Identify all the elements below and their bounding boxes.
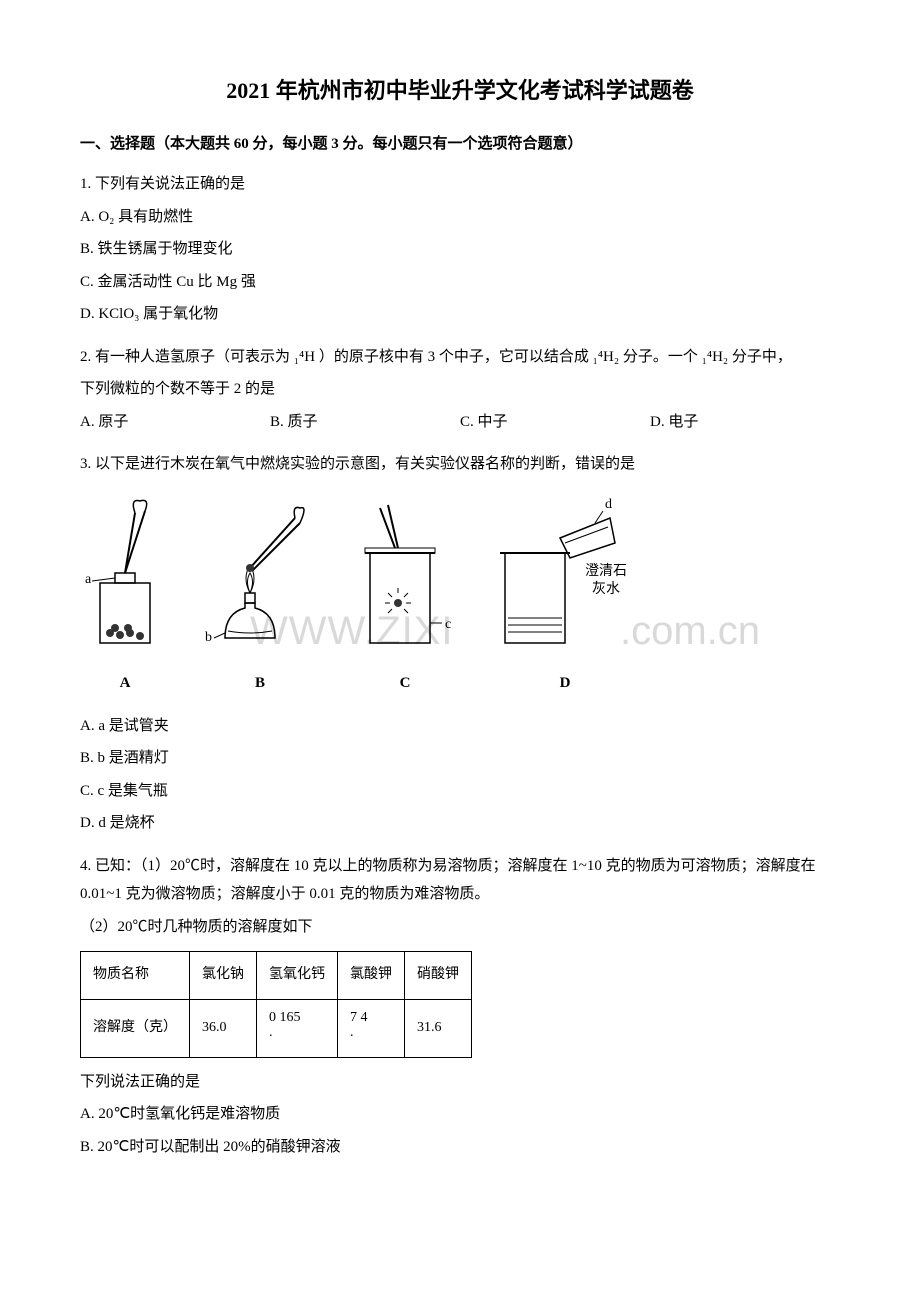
q2-option-c: C. 中子 (460, 408, 650, 437)
q2-stem: 2. 有一种人造氢原子（可表示为 ₁⁴H ）的原子核中有 3 个中子，它可以结合… (80, 343, 840, 372)
q3-figure: WWW.ZIXI .com.cn (80, 493, 840, 698)
q2-option-b: B. 质子 (270, 408, 460, 437)
q2-option-d: D. 电子 (650, 408, 840, 437)
q2-stem-p4: 分子中， (732, 349, 792, 365)
page-title: 2021 年杭州市初中毕业升学文化考试科学试题卷 (80, 70, 840, 112)
q2-options: A. 原子 B. 质子 C. 中子 D. 电子 (80, 408, 840, 437)
q2-stem-line2: 下列微粒的个数不等于 2 的是 (80, 375, 840, 404)
table-cell: 36.0 (190, 999, 257, 1057)
q3-option-b: B. b 是酒精灯 (80, 744, 840, 773)
q1-option-a: A. O₂ 具有助燃性 (80, 203, 840, 232)
q3-option-d: D. d 是烧杯 (80, 809, 840, 838)
q4-stem-p1: 4. 已知：（1）20℃时，溶解度在 10 克以上的物质称为易溶物质；溶解度在 … (80, 852, 840, 909)
q1-option-b: B. 铁生锈属于物理变化 (80, 235, 840, 264)
svg-text:a: a (85, 572, 92, 587)
figure-d-label: D (490, 669, 640, 698)
q4-option-b: B. 20℃时可以配制出 20%的硝酸钾溶液 (80, 1133, 840, 1162)
table-row: 溶解度（克） 36.0 0 165. 7 4. 31.6 (81, 999, 472, 1057)
table-cell: 物质名称 (81, 952, 190, 1000)
question-3: 3. 以下是进行木炭在氧气中燃烧实验的示意图，有关实验仪器名称的判断，错误的是 … (80, 450, 840, 838)
section-header: 一、选择题（本大题共 60 分，每小题 3 分。每小题只有一个选项符合题意） (80, 130, 840, 159)
table-cell: 氯化钠 (190, 952, 257, 1000)
table-cell: 31.6 (405, 999, 472, 1057)
q4-stem-p2: （2）20℃时几种物质的溶解度如下 (80, 913, 840, 942)
figure-a-svg: a (80, 493, 170, 653)
q2-formula-3: ₁⁴H₂ (702, 349, 729, 365)
svg-text:d: d (605, 497, 612, 512)
figure-c-label: C (350, 669, 460, 698)
figure-b-svg: b (200, 493, 320, 653)
question-1: 1. 下列有关说法正确的是 A. O₂ 具有助燃性 B. 铁生锈属于物理变化 C… (80, 170, 840, 329)
question-2: 2. 有一种人造氢原子（可表示为 ₁⁴H ）的原子核中有 3 个中子，它可以结合… (80, 343, 840, 437)
q4-table: 物质名称 氯化钠 氢氧化钙 氯酸钾 硝酸钾 溶解度（克） 36.0 0 165.… (80, 951, 472, 1058)
q3-option-a: A. a 是试管夹 (80, 712, 840, 741)
table-row: 物质名称 氯化钠 氢氧化钙 氯酸钾 硝酸钾 (81, 952, 472, 1000)
q3-option-c: C. c 是集气瓶 (80, 777, 840, 806)
q2-formula-2: ₁⁴H₂ (593, 349, 620, 365)
q4-after-table: 下列说法正确的是 (80, 1068, 840, 1097)
figure-a-label: A (80, 669, 170, 698)
q2-stem-p2: ）的原子核中有 3 个中子，它可以结合成 (319, 349, 589, 365)
q1-option-c: C. 金属活动性 Cu 比 Mg 强 (80, 268, 840, 297)
figure-d-annotation: 澄清石灰水 (585, 563, 627, 599)
q2-stem-p1: 2. 有一种人造氢原子（可表示为 (80, 349, 290, 365)
table-cell: 溶解度（克） (81, 999, 190, 1057)
table-cell: 0 165. (257, 999, 338, 1057)
figure-d: d 澄清石灰水 D (490, 493, 640, 698)
table-cell: 7 4. (338, 999, 405, 1057)
figure-c-svg: c (350, 493, 460, 653)
table-cell: 氢氧化钙 (257, 952, 338, 1000)
figure-b: b B (200, 493, 320, 698)
table-cell: 硝酸钾 (405, 952, 472, 1000)
table-cell: 氯酸钾 (338, 952, 405, 1000)
q2-stem-p3: 分子。一个 (623, 349, 698, 365)
q2-option-a: A. 原子 (80, 408, 270, 437)
q1-stem: 1. 下列有关说法正确的是 (80, 170, 840, 199)
figure-c: c C (350, 493, 460, 698)
question-4: 4. 已知：（1）20℃时，溶解度在 10 克以上的物质称为易溶物质；溶解度在 … (80, 852, 840, 1162)
svg-text:c: c (445, 617, 451, 632)
figure-a: a A (80, 493, 170, 698)
q3-stem: 3. 以下是进行木炭在氧气中燃烧实验的示意图，有关实验仪器名称的判断，错误的是 (80, 450, 840, 479)
q4-option-a: A. 20℃时氢氧化钙是难溶物质 (80, 1100, 840, 1129)
q1-option-d: D. KClO₃ 属于氧化物 (80, 300, 840, 329)
svg-text:b: b (205, 630, 212, 645)
q2-formula-1: ₁⁴H (294, 349, 315, 365)
figure-b-label: B (200, 669, 320, 698)
